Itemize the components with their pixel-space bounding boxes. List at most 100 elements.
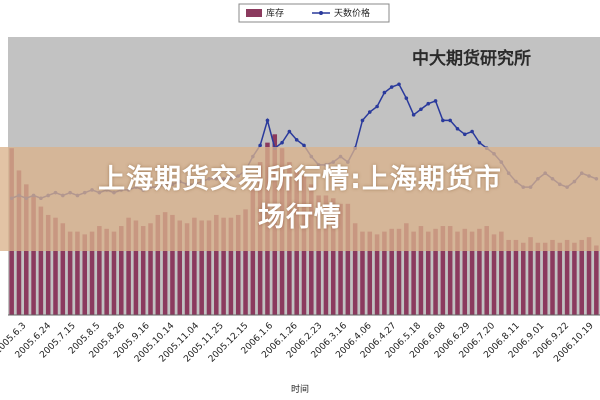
bar-inventory	[126, 217, 131, 315]
bar-inventory	[192, 217, 197, 315]
bar-inventory	[382, 231, 387, 315]
price-point	[265, 118, 270, 123]
bar-inventory	[206, 220, 212, 315]
bar-inventory	[214, 214, 219, 315]
bar-inventory	[133, 220, 139, 315]
price-point	[360, 118, 365, 123]
bar-inventory	[338, 203, 343, 315]
bar-inventory	[447, 226, 453, 315]
legend-swatch-inventory	[246, 9, 262, 17]
bar-inventory	[440, 226, 446, 315]
price-point	[448, 118, 452, 123]
bar-inventory	[228, 217, 234, 315]
legend-label-inventory: 库存	[266, 7, 284, 19]
bar-inventory	[542, 242, 548, 315]
bar-inventory	[148, 223, 153, 315]
x-axis-title: 时间	[291, 383, 309, 395]
bar-inventory	[162, 212, 168, 315]
bar-inventory	[418, 226, 424, 315]
price-point	[382, 90, 387, 95]
bar-inventory	[389, 228, 394, 315]
bar-inventory	[243, 209, 248, 315]
bar-inventory	[97, 226, 102, 315]
price-point	[302, 143, 306, 148]
bar-inventory	[170, 214, 175, 315]
bar-inventory	[330, 198, 336, 315]
bar-inventory	[31, 195, 36, 315]
bar-inventory	[82, 234, 88, 315]
price-point	[426, 101, 431, 106]
bar-inventory	[367, 231, 373, 315]
bar-inventory	[499, 231, 504, 315]
bar-inventory	[572, 242, 577, 315]
bar-inventory	[535, 242, 541, 315]
bar-inventory	[352, 223, 358, 315]
bar-inventory	[579, 239, 584, 315]
price-point	[441, 118, 445, 123]
price-point	[375, 104, 379, 109]
price-point	[287, 129, 292, 134]
bar-inventory	[477, 228, 482, 315]
legend: 库存 天数价格	[238, 3, 390, 23]
bar-inventory	[411, 231, 416, 315]
bar-inventory	[111, 231, 117, 315]
price-point	[389, 85, 394, 89]
bar-inventory	[564, 239, 570, 315]
bar-inventory	[550, 239, 555, 315]
bar-inventory	[404, 223, 409, 315]
bar-inventory	[469, 231, 475, 315]
bar-inventory	[184, 223, 190, 315]
bar-inventory	[323, 195, 329, 315]
bar-inventory	[177, 220, 183, 315]
bar-inventory	[594, 245, 599, 315]
price-point	[367, 110, 372, 114]
bar-inventory	[513, 239, 519, 315]
bar-inventory	[506, 239, 511, 315]
bar-inventory	[345, 203, 351, 315]
bar-inventory	[484, 226, 489, 315]
price-point	[397, 82, 401, 87]
banner-title-line-2: 场行情	[258, 202, 342, 233]
bar-inventory	[455, 231, 460, 315]
bar-inventory	[235, 214, 241, 315]
bar-inventory	[53, 217, 58, 315]
bar-inventory	[140, 226, 146, 315]
bar-inventory	[491, 234, 497, 315]
price-point	[404, 96, 409, 100]
bar-inventory	[557, 242, 563, 315]
price-point	[258, 143, 262, 148]
price-point	[470, 129, 474, 134]
bar-inventory	[360, 231, 365, 315]
bar-inventory	[155, 214, 161, 315]
x-tick-labels: 2005.6.32005.6.242005.7.152005.8.52005.8…	[0, 321, 596, 365]
bar-inventory	[586, 237, 592, 315]
bar-inventory	[45, 214, 51, 315]
bar-inventory	[425, 231, 431, 315]
bar-inventory	[396, 228, 402, 315]
title-banner: 上海期货交易所行情:上海期货市 场行情	[0, 147, 600, 251]
bar-inventory	[60, 223, 66, 315]
bar-inventory	[520, 242, 526, 315]
legend-label-price: 天数价格	[334, 7, 370, 19]
legend-swatch-price-marker	[319, 11, 323, 15]
bar-inventory	[316, 195, 321, 315]
watermark-text: 中大期货研究所	[412, 48, 531, 69]
bar-inventory	[221, 217, 226, 315]
bar-inventory	[462, 228, 468, 315]
bar-inventory	[528, 237, 533, 315]
bar-inventory	[119, 226, 124, 315]
bar-inventory	[38, 206, 44, 315]
price-point	[477, 140, 482, 145]
bar-inventory	[104, 228, 109, 315]
bar-inventory	[199, 220, 204, 315]
price-point	[280, 140, 284, 145]
bar-inventory	[250, 189, 256, 315]
price-point	[294, 138, 299, 142]
bar-inventory	[75, 231, 80, 315]
bar-inventory	[374, 234, 380, 315]
price-point	[455, 126, 460, 131]
price-point	[411, 113, 416, 117]
bar-inventory	[433, 228, 438, 315]
price-point	[462, 132, 467, 137]
